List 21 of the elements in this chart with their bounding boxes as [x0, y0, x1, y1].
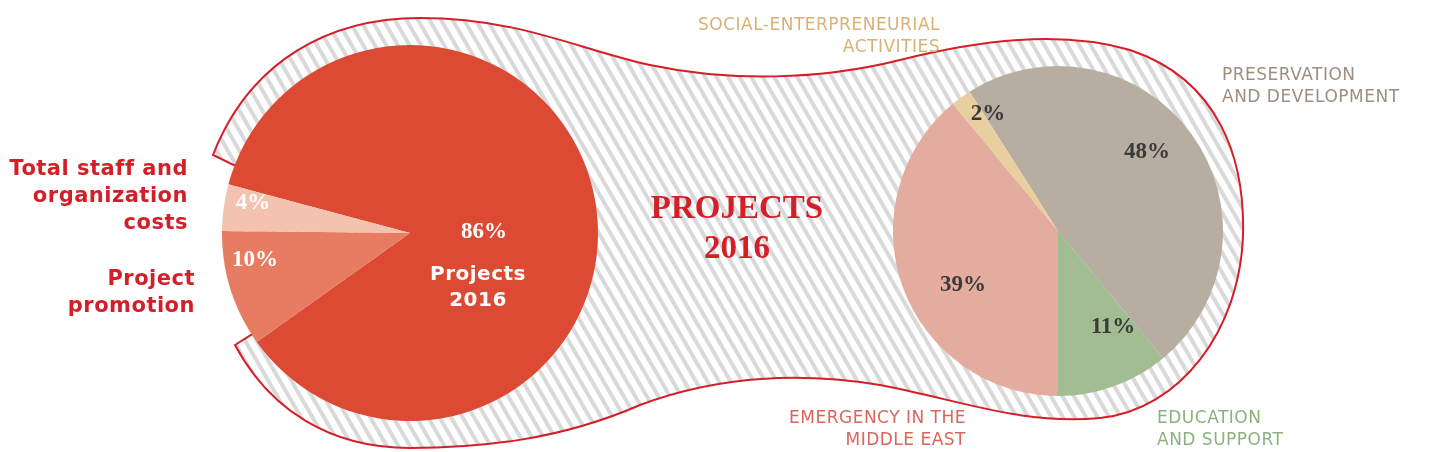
pie-slice: [952, 91, 1058, 231]
slice-label: Project promotion: [67, 266, 195, 317]
data-label: 11%: [1090, 313, 1136, 338]
pie-slice: [1058, 231, 1164, 396]
data-label: 10%: [232, 246, 278, 271]
data-label: 2%: [970, 100, 1006, 125]
pie-slice: [893, 103, 1058, 396]
data-label: 86%: [461, 218, 507, 243]
pie-slice: [222, 231, 410, 342]
data-label: 48%: [1124, 138, 1170, 163]
data-label: 4%: [235, 189, 271, 214]
slice-label: Projects 2016: [429, 261, 527, 311]
slice-label: Total staff and organization costs: [9, 156, 188, 234]
slice-label: SOCIAL-ENTERPRENEURIAL ACTIVITIES: [697, 14, 941, 56]
text: PROJECTS 2016: [650, 189, 824, 265]
data-label: 39%: [940, 271, 986, 296]
slice-label: EDUCATION AND SUPPORT: [1157, 407, 1284, 449]
pie-slice: [228, 45, 598, 421]
slice-label: EMERGENCY IN THE MIDDLE EAST: [789, 407, 967, 449]
pie-slice: [222, 184, 410, 233]
slice-label: PRESERVATION AND DEVELOPMENT: [1222, 64, 1400, 106]
